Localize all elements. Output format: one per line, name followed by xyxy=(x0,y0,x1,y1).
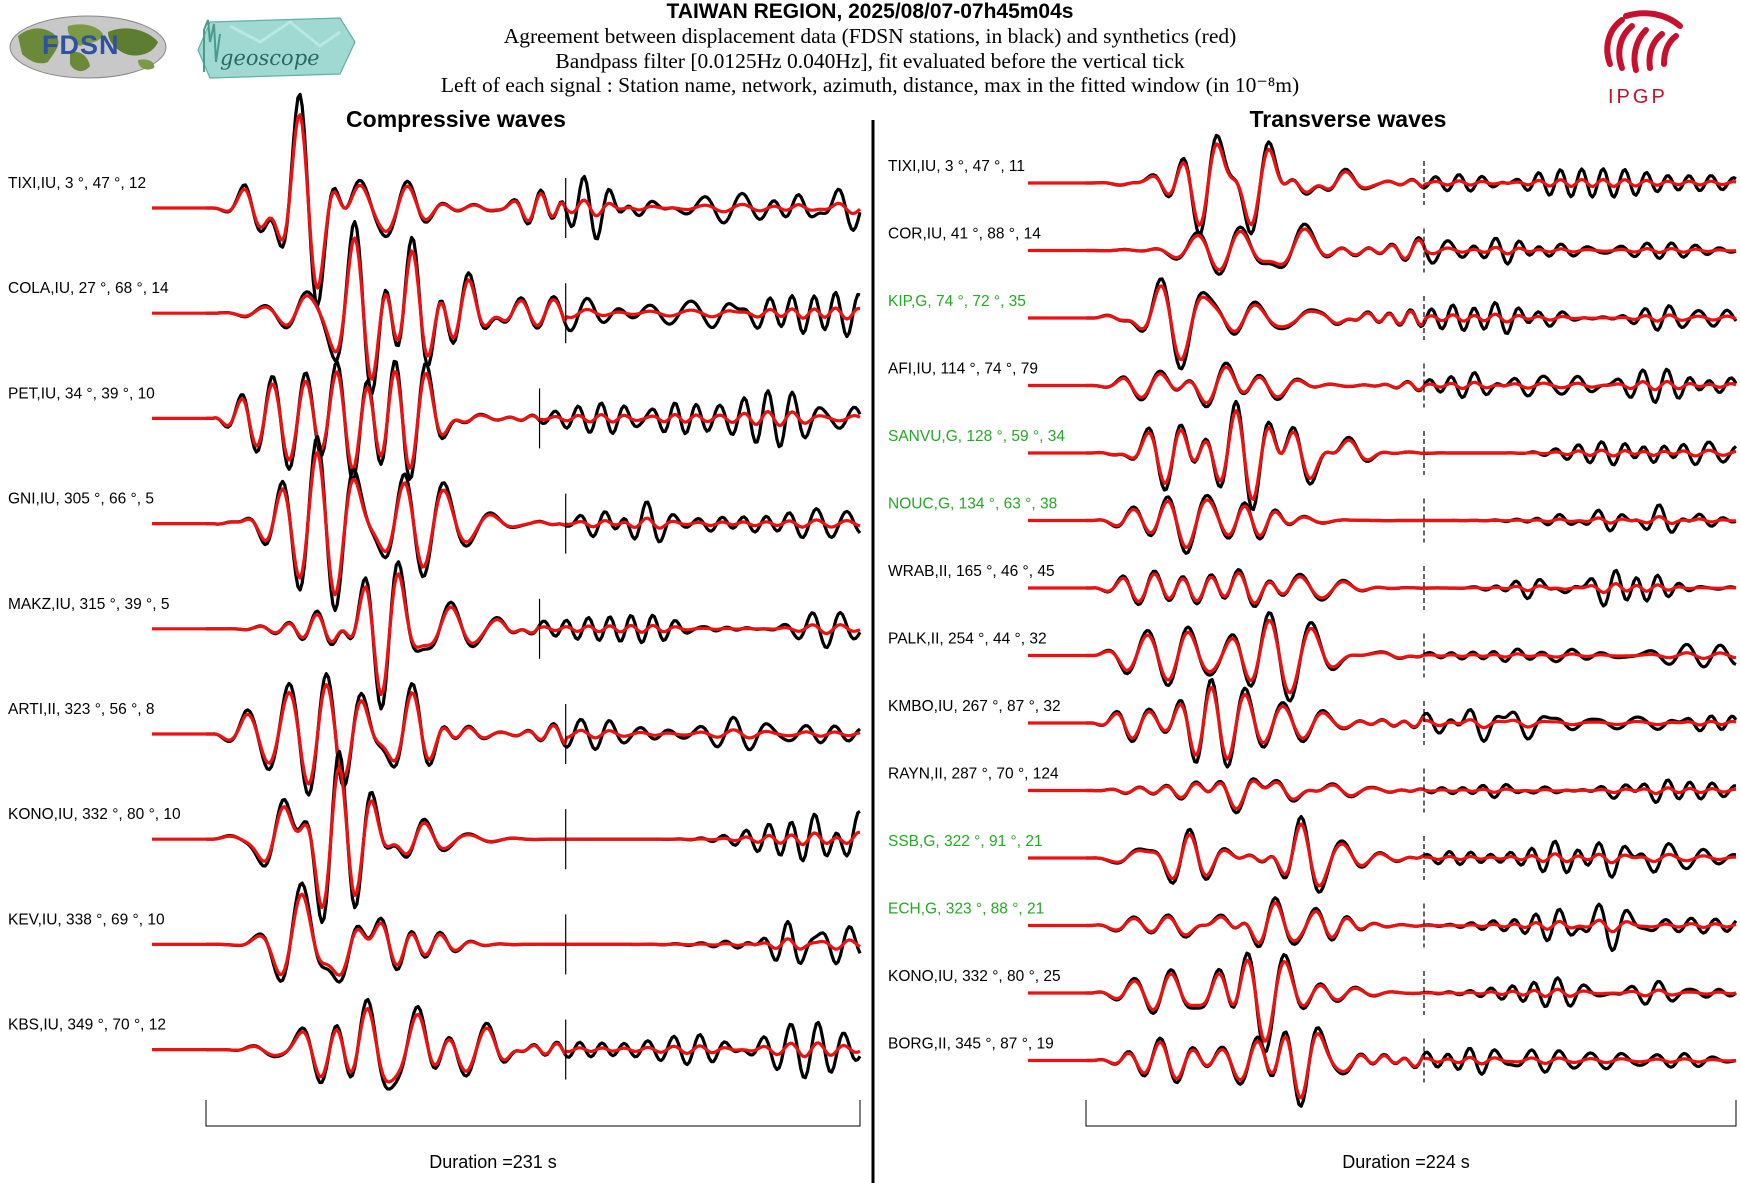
station-label: TIXI,IU, 3 °, 47 °, 12 xyxy=(8,175,146,192)
compressive-panel: TIXI,IU, 3 °, 47 °, 12 COLA,IU, 27 °, 68 … xyxy=(8,92,862,1091)
station-label: KONO,IU, 332 °, 80 °, 25 xyxy=(888,968,1061,985)
fdsn-logo: FDSN xyxy=(8,14,168,80)
station-label: COLA,IU, 27 °, 68 °, 14 xyxy=(8,280,169,297)
station-label: ARTI,II, 323 °, 56 °, 8 xyxy=(8,701,155,718)
synthetic-trace xyxy=(152,572,861,697)
station-label: PALK,II, 254 °, 44 °, 32 xyxy=(888,631,1047,648)
station-label: KEV,IU, 338 °, 69 °, 10 xyxy=(8,911,165,928)
station-label: NOUC,G, 134 °, 63 °, 38 xyxy=(888,496,1057,513)
synthetic-trace xyxy=(1028,142,1737,227)
figure-title: TAIWAN REGION, 2025/08/07-07h45m04s xyxy=(666,0,1074,23)
synthetic-trace xyxy=(1028,1032,1737,1100)
geoscope-logo-text: geoscope xyxy=(220,46,320,70)
synthetic-trace xyxy=(152,682,861,786)
transverse-duration-bracket: Duration =224 s xyxy=(1085,1100,1737,1172)
synthetic-trace xyxy=(1028,958,1737,1043)
synthetic-trace xyxy=(1028,409,1737,501)
compressive-duration-bracket: Duration =231 s xyxy=(205,1100,861,1172)
transverse-panel-title: Transverse waves xyxy=(1249,106,1447,132)
fdsn-logo-text: FDSN xyxy=(42,30,120,60)
synthetic-trace xyxy=(1028,284,1737,362)
subtitle-line-3: Left of each signal : Station name, netw… xyxy=(440,73,1300,97)
station-label: ECH,G, 323 °, 88 °, 21 xyxy=(888,901,1044,918)
station-label: KIP,G, 74 °, 72 °, 35 xyxy=(888,293,1026,310)
synthetic-trace xyxy=(1028,227,1737,272)
data-trace xyxy=(206,92,862,308)
synthetic-trace xyxy=(1028,822,1737,888)
synthetic-trace xyxy=(1028,901,1737,945)
data-trace xyxy=(206,220,861,396)
station-label: TIXI,IU, 3 °, 47 °, 11 xyxy=(888,158,1025,175)
ipgp-logo-text: IPGP xyxy=(1608,86,1668,108)
synthetic-trace xyxy=(1028,779,1737,811)
synthetic-trace xyxy=(152,1006,861,1084)
data-trace xyxy=(1086,678,1738,769)
synthetic-trace xyxy=(152,450,861,597)
station-label: KMBO,IU, 267 °, 87 °, 32 xyxy=(888,698,1061,715)
duration-bracket-line xyxy=(205,1100,861,1127)
station-label: RAYN,II, 287 °, 70 °, 124 xyxy=(888,766,1059,783)
subtitle-line-2: Bandpass filter [0.0125Hz 0.040Hz], fit … xyxy=(555,49,1185,73)
station-label: COR,IU, 41 °, 88 °, 14 xyxy=(888,226,1041,243)
station-label: AFI,IU, 114 °, 74 °, 79 xyxy=(888,361,1038,378)
data-trace xyxy=(1086,951,1737,1054)
synthetic-trace xyxy=(152,113,862,290)
synthetic-trace xyxy=(1028,571,1737,605)
duration-label: Duration =231 s xyxy=(429,1152,557,1172)
synthetic-trace xyxy=(1028,498,1737,550)
synthetic-trace xyxy=(152,765,861,910)
duration-label: Duration =224 s xyxy=(1342,1152,1470,1172)
synthetic-trace xyxy=(152,370,861,471)
station-label: MAKZ,IU, 315 °, 39 °, 5 xyxy=(8,596,169,613)
station-label: PET,IU, 34 °, 39 °, 10 xyxy=(8,385,155,402)
station-label: SSB,G, 322 °, 91 °, 21 xyxy=(888,833,1043,850)
synthetic-trace xyxy=(1028,618,1737,695)
station-label: GNI,IU, 305 °, 66 °, 5 xyxy=(8,491,154,508)
station-label: KBS,IU, 349 °, 70 °, 12 xyxy=(8,1017,166,1034)
geoscope-logo: geoscope xyxy=(190,12,360,84)
station-label: WRAB,II, 165 °, 46 °, 45 xyxy=(888,563,1055,580)
data-trace xyxy=(1086,399,1738,512)
duration-bracket-line xyxy=(1085,1100,1737,1127)
transverse-panel: TIXI,IU, 3 °, 47 °, 11 COR,IU, 41 °, 88 °… xyxy=(888,133,1738,1108)
synthetic-trace xyxy=(152,236,861,381)
station-label: KONO,IU, 332 °, 80 °, 10 xyxy=(8,806,181,823)
station-label: BORG,II, 345 °, 87 °, 19 xyxy=(888,1036,1054,1053)
compressive-panel-title: Compressive waves xyxy=(346,106,566,132)
ipgp-logo: IPGP xyxy=(1596,8,1692,108)
synthetic-trace xyxy=(1028,365,1737,405)
synthetic-trace xyxy=(1028,685,1737,761)
synthetic-trace xyxy=(152,892,861,977)
station-label: SANVU,G, 128 °, 59 °, 34 xyxy=(888,428,1065,445)
subtitle-line-1: Agreement between displacement data (FDS… xyxy=(503,24,1237,48)
